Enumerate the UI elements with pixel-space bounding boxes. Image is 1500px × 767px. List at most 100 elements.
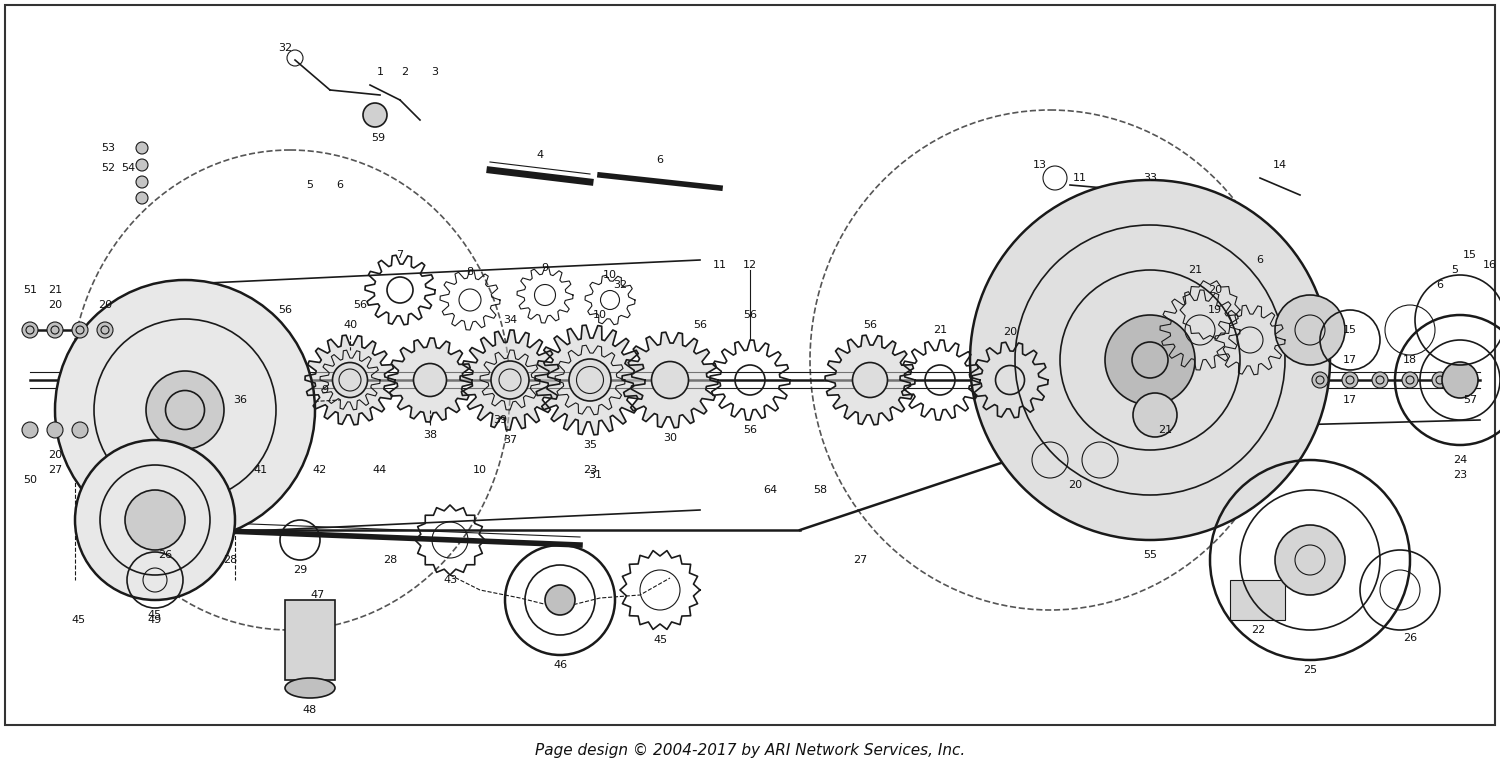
Text: 40: 40 <box>344 320 357 330</box>
Text: 56: 56 <box>693 320 706 330</box>
Circle shape <box>136 142 148 154</box>
Text: 53: 53 <box>100 143 116 153</box>
Text: 41: 41 <box>254 465 267 475</box>
Text: 26: 26 <box>158 550 172 560</box>
Text: 54: 54 <box>122 163 135 173</box>
Text: 9: 9 <box>321 385 328 395</box>
Text: 21: 21 <box>933 325 946 335</box>
Text: 1: 1 <box>376 67 384 77</box>
Text: 33: 33 <box>1143 173 1156 183</box>
Text: 14: 14 <box>1274 160 1287 170</box>
Polygon shape <box>622 332 718 428</box>
Circle shape <box>1462 372 1478 388</box>
Text: 56: 56 <box>278 305 292 315</box>
Text: 21: 21 <box>1188 265 1202 275</box>
Text: 42: 42 <box>314 465 327 475</box>
Text: 48: 48 <box>303 705 316 715</box>
Circle shape <box>333 363 368 397</box>
Text: 56: 56 <box>742 425 758 435</box>
Text: 15: 15 <box>1462 250 1478 260</box>
Circle shape <box>1132 393 1178 437</box>
Text: Page design © 2004-2017 by ARI Network Services, Inc.: Page design © 2004-2017 by ARI Network S… <box>536 742 964 758</box>
Text: 23: 23 <box>1454 470 1467 480</box>
Text: 26: 26 <box>1402 633 1417 643</box>
Text: 10: 10 <box>603 270 616 280</box>
Text: 22: 22 <box>1251 625 1264 635</box>
Text: 20: 20 <box>1004 327 1017 337</box>
Text: 51: 51 <box>22 285 38 295</box>
Text: 15: 15 <box>1342 325 1358 335</box>
Circle shape <box>1372 372 1388 388</box>
Text: 37: 37 <box>503 435 518 445</box>
Text: 10: 10 <box>472 465 488 475</box>
Text: 13: 13 <box>1034 160 1047 170</box>
Text: 20: 20 <box>48 300 62 310</box>
Text: 11: 11 <box>712 260 728 270</box>
Text: 21: 21 <box>1158 425 1172 435</box>
Polygon shape <box>825 335 915 425</box>
Circle shape <box>1275 295 1346 365</box>
Text: 20: 20 <box>48 450 62 460</box>
Text: 35: 35 <box>584 440 597 450</box>
Text: 21: 21 <box>48 285 62 295</box>
Circle shape <box>56 280 315 540</box>
Text: 10: 10 <box>592 310 608 320</box>
Text: 23: 23 <box>584 465 597 475</box>
Bar <box>285 600 334 680</box>
Text: 7: 7 <box>396 250 404 260</box>
Bar <box>1230 580 1286 620</box>
Text: 28: 28 <box>382 555 398 565</box>
Text: 55: 55 <box>1143 550 1156 560</box>
Text: 30: 30 <box>663 433 676 443</box>
Text: 27: 27 <box>48 465 62 475</box>
Circle shape <box>852 363 888 397</box>
Circle shape <box>568 359 610 401</box>
Text: 50: 50 <box>22 475 38 485</box>
Text: 4: 4 <box>537 150 543 160</box>
Text: 39: 39 <box>494 415 507 425</box>
Circle shape <box>651 361 688 399</box>
Text: 47: 47 <box>310 590 326 600</box>
Text: 56: 56 <box>862 320 877 330</box>
Polygon shape <box>460 330 560 430</box>
Text: 5: 5 <box>1452 265 1458 275</box>
Circle shape <box>146 371 224 449</box>
Text: 6: 6 <box>657 155 663 165</box>
Text: 2: 2 <box>402 67 408 77</box>
Circle shape <box>72 322 88 338</box>
Text: 58: 58 <box>813 485 826 495</box>
Circle shape <box>544 585 574 615</box>
Text: 56: 56 <box>352 300 368 310</box>
Text: 49: 49 <box>148 615 162 625</box>
Circle shape <box>1402 372 1417 388</box>
Text: 11: 11 <box>1072 173 1088 183</box>
Circle shape <box>72 422 88 438</box>
Circle shape <box>46 322 63 338</box>
Circle shape <box>490 361 530 399</box>
Text: 20: 20 <box>1208 285 1222 295</box>
Circle shape <box>136 176 148 188</box>
Text: 44: 44 <box>374 465 387 475</box>
Text: 12: 12 <box>742 260 758 270</box>
Circle shape <box>1442 362 1478 398</box>
Text: 24: 24 <box>1454 455 1467 465</box>
Text: 5: 5 <box>306 180 314 190</box>
Text: 17: 17 <box>1342 355 1358 365</box>
Ellipse shape <box>285 678 334 698</box>
Text: 32: 32 <box>278 43 292 53</box>
Circle shape <box>98 322 112 338</box>
Text: 64: 64 <box>764 485 777 495</box>
Text: 8: 8 <box>466 267 474 277</box>
Text: 32: 32 <box>614 280 627 290</box>
Text: 43: 43 <box>442 575 458 585</box>
Circle shape <box>414 364 447 397</box>
Circle shape <box>1106 315 1196 405</box>
Circle shape <box>363 103 387 127</box>
Circle shape <box>1432 372 1448 388</box>
Text: 20: 20 <box>1068 480 1082 490</box>
Circle shape <box>22 322 38 338</box>
Circle shape <box>124 490 184 550</box>
Text: 45: 45 <box>70 615 86 625</box>
Text: 38: 38 <box>423 430 436 440</box>
Circle shape <box>22 422 38 438</box>
